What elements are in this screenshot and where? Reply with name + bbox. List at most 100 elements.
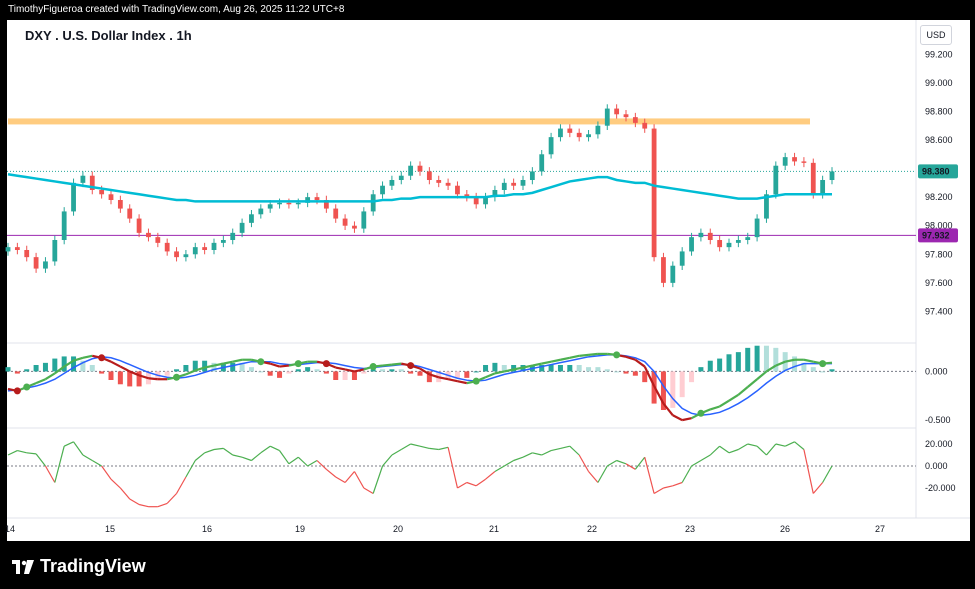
candle-body: [323, 200, 329, 209]
candle-body: [792, 157, 797, 162]
macd-line-segment: [344, 368, 355, 373]
oscillator-line-segment: [541, 450, 552, 456]
macd-histogram-bar: [89, 365, 95, 372]
oscillator-line-segment: [532, 452, 542, 456]
candle-body: [127, 208, 133, 219]
time-tick-label: 14: [5, 524, 15, 534]
currency-button[interactable]: USD: [920, 25, 952, 45]
oscillator-line-segment: [634, 456, 646, 470]
macd-histogram-bar: [801, 362, 807, 372]
oscillator-line-segment: [204, 448, 215, 454]
candle-body: [670, 265, 676, 283]
macd-histogram-bar: [717, 358, 723, 372]
macd-cross-dot: [407, 362, 415, 370]
oscillator-line-segment: [82, 454, 93, 462]
macd-histogram-bar: [361, 371, 367, 374]
candle: [389, 175, 395, 190]
candle-body: [426, 171, 432, 180]
candle: [792, 152, 797, 166]
candle: [623, 110, 629, 122]
oscillator-line-segment: [747, 443, 758, 447]
macd-histogram-bar: [52, 358, 58, 372]
oscillator-line-segment: [494, 465, 505, 473]
oscillator-line-segment: [438, 446, 449, 451]
macd-histogram-bar: [464, 371, 470, 378]
oscillator-line-segment: [410, 443, 421, 447]
chart-canvas[interactable]: [7, 20, 970, 541]
macd-line-segment: [73, 356, 84, 362]
candle-body: [192, 247, 198, 255]
price-tick-label: 97.600: [925, 278, 953, 288]
macd-line-segment: [391, 362, 402, 366]
macd-line-segment: [148, 377, 158, 381]
candle: [146, 228, 151, 242]
candle: [220, 235, 226, 248]
candle-body: [698, 232, 704, 238]
candle-body: [632, 117, 638, 123]
candle-body: [230, 232, 236, 240]
macd-cross-dot: [369, 363, 377, 371]
oscillator-line-segment: [765, 443, 777, 456]
macd-tick-label: 0.000: [925, 366, 948, 376]
oscillator-line-segment: [353, 471, 365, 489]
candle-body: [52, 240, 58, 262]
macd-histogram-bar: [99, 371, 105, 374]
macd-line-segment: [194, 366, 205, 372]
tradingview-logo-icon: [12, 559, 34, 574]
macd-histogram-bar: [679, 371, 685, 398]
candle: [520, 175, 526, 190]
oscillator-line-segment: [775, 443, 786, 447]
candle: [529, 167, 535, 185]
last-price-label: 98.380: [922, 166, 950, 176]
macd-histogram-bar: [595, 367, 601, 372]
candle-body: [80, 175, 86, 183]
candle-body: [202, 247, 208, 250]
candle-body: [174, 251, 179, 258]
oscillator-line-segment: [700, 454, 711, 462]
candle: [548, 132, 554, 159]
macd-histogram-bar: [314, 369, 320, 372]
macd-histogram-bar: [389, 369, 395, 372]
macd-histogram-bar: [277, 371, 283, 378]
oscillator-line-segment: [400, 443, 411, 451]
candle: [745, 232, 751, 245]
candle: [127, 204, 133, 223]
oscillator-line-segment: [344, 471, 355, 483]
macd-line-segment: [382, 363, 393, 367]
macd-histogram-bar: [698, 367, 704, 372]
macd-line-segment: [232, 358, 243, 363]
macd-histogram-bar: [454, 371, 460, 378]
macd-histogram-bar: [820, 371, 826, 373]
macd-line-segment: [110, 360, 121, 368]
candle: [258, 204, 264, 219]
macd-line-segment: [35, 378, 46, 385]
macd-histogram-bar: [230, 362, 236, 372]
candle-body: [436, 180, 442, 183]
macd-line-segment: [803, 358, 814, 363]
macd-histogram-bar: [473, 371, 479, 373]
time-tick-label: 19: [295, 524, 305, 534]
oscillator-line-segment: [325, 468, 337, 478]
macd-line-segment: [485, 372, 496, 379]
oscillator-line-segment: [663, 485, 673, 489]
oscillator-line-segment: [606, 459, 617, 467]
candle-body: [342, 218, 348, 226]
macd-histogram-bar: [614, 371, 620, 373]
candle-body: [455, 185, 460, 195]
macd-line-segment: [457, 380, 468, 385]
oscillator-line-segment: [63, 441, 74, 447]
candle: [333, 204, 339, 223]
oscillator-line-segment: [794, 441, 805, 450]
candle: [108, 190, 114, 205]
macd-histogram-bar: [735, 352, 741, 372]
candle: [455, 181, 460, 199]
macd-histogram-bar: [370, 369, 376, 372]
macd-histogram-bar: [127, 371, 133, 387]
macd-histogram-bar: [623, 371, 629, 374]
candle-body: [820, 180, 826, 195]
macd-histogram-bar: [408, 371, 414, 374]
macd-histogram-bar: [183, 365, 189, 372]
macd-line-segment: [728, 393, 739, 402]
macd-line-segment: [438, 376, 449, 381]
